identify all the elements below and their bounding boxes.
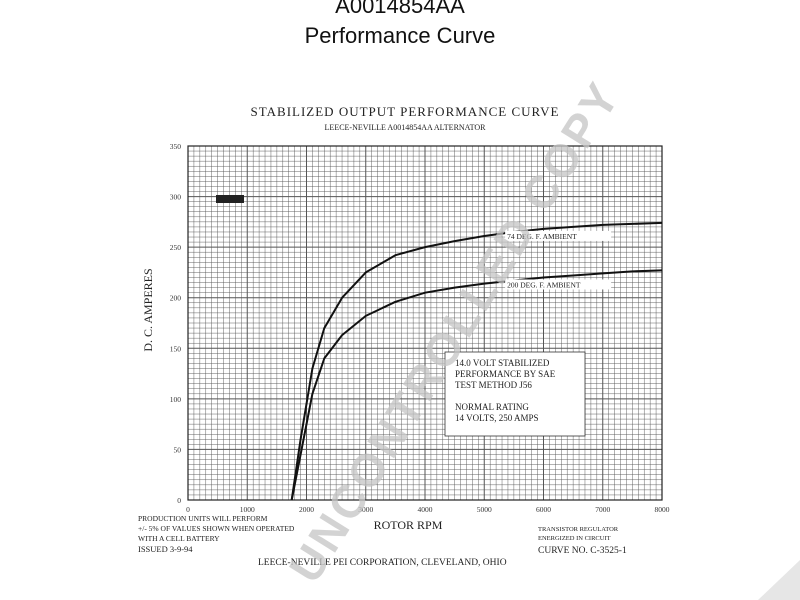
y-tick-label: 350 bbox=[170, 142, 182, 151]
footer-left-2: +/- 5% OF VALUES SHOWN WHEN OPERATED bbox=[138, 524, 295, 533]
annotation-line: TEST METHOD J56 bbox=[455, 380, 532, 390]
y-tick-labels: 0 50 100 150 200 250 300 350 bbox=[170, 142, 182, 505]
page-curl bbox=[758, 560, 800, 600]
series-label-bg bbox=[505, 279, 612, 290]
issued-date: ISSUED 3-9-94 bbox=[138, 544, 193, 554]
transistor-line-1: TRANSISTOR REGULATOR bbox=[538, 526, 619, 533]
y-tick-label: 0 bbox=[177, 496, 181, 505]
x-axis-label: ROTOR RPM bbox=[374, 518, 443, 532]
plot-frame bbox=[187, 145, 663, 501]
chart-title: STABILIZED OUTPUT PERFORMANCE CURVE bbox=[251, 104, 560, 119]
y-tick-label: 150 bbox=[170, 344, 182, 353]
x-tick-label: 3000 bbox=[358, 505, 373, 514]
transistor-line-2: ENERGIZED IN CIRCUIT bbox=[538, 535, 611, 542]
y-tick-label: 250 bbox=[170, 243, 182, 252]
y-tick-label: 50 bbox=[174, 445, 182, 454]
x-tick-label: 6000 bbox=[536, 505, 551, 514]
x-tick-label: 1000 bbox=[240, 505, 255, 514]
annotation-line: NORMAL RATING bbox=[455, 402, 529, 412]
series-line-2 bbox=[290, 269, 663, 501]
company-line: LEECE-NEVILLE PEI CORPORATION, CLEVELAND… bbox=[258, 558, 507, 568]
page-title: A0014854AA bbox=[335, 0, 465, 18]
annotation-line: PERFORMANCE BY SAE bbox=[455, 369, 556, 379]
series-line-1 bbox=[290, 221, 663, 501]
footer-left-1: PRODUCTION UNITS WILL PERFORM bbox=[138, 514, 268, 523]
annotation-line: 14 VOLTS, 250 AMPS bbox=[455, 413, 539, 423]
stamp-mark bbox=[216, 195, 244, 203]
curve-number: CURVE NO. C-3525-1 bbox=[538, 546, 627, 556]
series-layer: 74 DEG. F. AMBIENT 200 DEG. F. AMBIENT bbox=[290, 221, 663, 501]
annotation-line: 14.0 VOLT STABILIZED bbox=[455, 358, 550, 368]
x-tick-labels: 0 1000 2000 3000 4000 5000 6000 7000 8000 bbox=[186, 505, 670, 514]
x-tick-label: 8000 bbox=[655, 505, 670, 514]
page-subtitle: Performance Curve bbox=[304, 23, 496, 48]
footer-left-3: WITH A CELL BATTERY bbox=[138, 534, 220, 543]
x-tick-label: 2000 bbox=[299, 505, 314, 514]
x-tick-label: 7000 bbox=[595, 505, 610, 514]
y-tick-label: 300 bbox=[170, 193, 182, 202]
chart-subtitle: LEECE-NEVILLE A0014854AA ALTERNATOR bbox=[325, 123, 487, 132]
y-tick-label: 200 bbox=[170, 294, 182, 303]
y-tick-label: 100 bbox=[170, 395, 182, 404]
x-tick-label: 5000 bbox=[477, 505, 492, 514]
series-label-1: 74 DEG. F. AMBIENT bbox=[507, 232, 577, 241]
x-tick-label: 4000 bbox=[418, 505, 433, 514]
y-axis-label: D. C. AMPERES bbox=[141, 268, 155, 351]
x-tick-label: 0 bbox=[186, 505, 190, 514]
series-label-bg bbox=[505, 230, 612, 241]
series-label-2: 200 DEG. F. AMBIENT bbox=[507, 280, 581, 289]
